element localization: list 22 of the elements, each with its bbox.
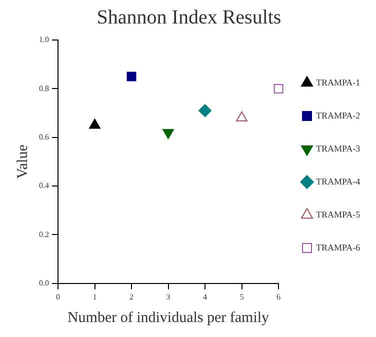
y-tick-label: 0.6 [39,132,49,142]
x-tick-label: 2 [130,292,134,302]
y-tick-label: 1.0 [39,35,49,44]
y-tick-label: 0.0 [39,278,49,288]
legend-label: TRAMPA-3 [316,143,361,154]
legend-label: TRAMPA-2 [316,110,360,120]
x-tick-label: 5 [240,292,244,302]
legend-label: TRAMPA-6 [316,242,361,252]
y-tick-label: 0.8 [39,84,49,93]
legend-label: TRAMPA-1 [316,77,360,88]
legend-label: TRAMPA-5 [316,209,361,220]
legend-label: TRAMPA-4 [316,176,361,186]
y-tick-label: 0.4 [39,181,49,190]
x-axis-title: Number of individuals per family [67,310,270,326]
x-tick-label: 3 [166,292,170,302]
x-tick-label: 0 [56,292,60,302]
y-tick-label: 0.2 [39,230,49,239]
chart-title: Shannon Index Results [96,6,282,28]
x-tick-label: 1 [92,292,97,302]
x-tick-label: 4 [203,292,207,302]
x-tick-label: 6 [276,292,280,302]
y-axis-title: Value [14,144,31,179]
